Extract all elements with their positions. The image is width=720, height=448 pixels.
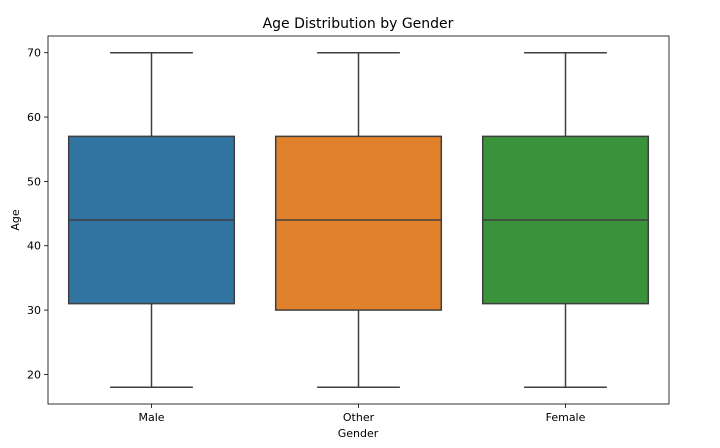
y-tick-label: 20 <box>27 368 41 381</box>
boxes-group <box>67 51 650 389</box>
box-male <box>67 51 236 389</box>
y-tick-label: 60 <box>27 111 41 124</box>
x-tick-label: Male <box>138 411 164 424</box>
y-tick-label: 40 <box>27 240 41 253</box>
y-tick-label: 70 <box>27 47 41 60</box>
x-axis-label: Gender <box>338 427 379 440</box>
y-axis: 20 30 40 50 60 70 <box>27 47 48 381</box>
chart-title: Age Distribution by Gender <box>263 16 454 32</box>
y-tick-label: 50 <box>27 175 41 188</box>
y-axis-label: Age <box>9 209 22 231</box>
iqr-box <box>274 135 443 311</box>
x-tick-label: Female <box>546 411 586 424</box>
box-other <box>274 51 443 389</box>
box-female <box>481 51 650 389</box>
y-tick-label: 30 <box>27 304 41 317</box>
x-tick-label: Other <box>343 411 375 424</box>
x-axis: Male Other Female <box>138 404 586 424</box>
